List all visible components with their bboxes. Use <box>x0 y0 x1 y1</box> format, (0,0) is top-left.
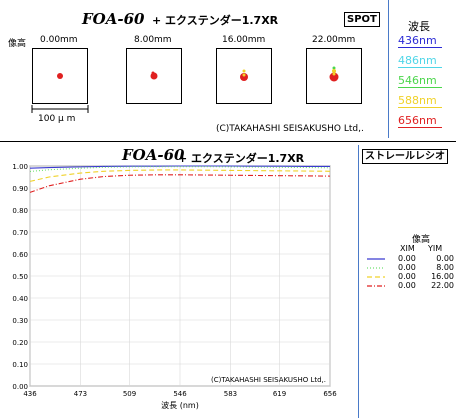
wavelength-swatch <box>398 87 442 88</box>
scale-bar <box>31 105 89 113</box>
wavelength-swatch <box>398 107 442 108</box>
wavelength-swatch <box>398 67 442 68</box>
spot-title-sub: + エクステンダー1.7XR <box>152 14 279 27</box>
strehl-legend-xim: 0.00 <box>398 263 416 272</box>
y-tick-label: 0.10 <box>12 361 28 369</box>
field-label-0: 0.00mm <box>40 35 78 45</box>
spot-copyright: (C)TAKAHASHI SEISAKUSHO Ltd,. <box>216 124 364 134</box>
wavelength-item-588nm: 588nm <box>398 94 442 108</box>
wavelength-swatch <box>398 47 442 48</box>
field-label-2: 16.00mm <box>222 35 266 45</box>
y-tick-label: 0.50 <box>12 273 28 281</box>
wavelength-label: 656nm <box>398 114 437 127</box>
strehl-legend-row: 0.00 0.00 <box>366 254 456 263</box>
spot-pattern-2 <box>240 69 248 81</box>
spot-pattern-3 <box>329 66 339 82</box>
wavelength-label: 546nm <box>398 74 437 87</box>
strehl-title-sub: + エクステンダー1.7XR <box>178 152 305 165</box>
x-tick-label: 546 <box>173 390 187 398</box>
y-tick-label: 0.60 <box>12 251 28 259</box>
strehl-legend-rows: 0.00 0.00 0.00 8.00 0.00 16.00 0.00 22.00 <box>366 254 456 290</box>
strehl-legend-yim: 22.00 <box>431 281 454 290</box>
section-divider <box>0 141 456 142</box>
x-tick-label: 619 <box>273 390 286 398</box>
x-tick-label: 436 <box>23 390 37 398</box>
spot-diagram-1 <box>126 48 182 104</box>
wavelength-item-546nm: 546nm <box>398 74 442 88</box>
series-line-2 <box>29 169 331 182</box>
wavelength-label: 436nm <box>398 34 437 47</box>
field-label-1: 8.00mm <box>134 35 172 45</box>
y-tick-label: 0.80 <box>12 207 28 215</box>
strehl-legend-row: 0.00 22.00 <box>366 281 456 290</box>
strehl-legend-col-y: YIM <box>428 244 443 253</box>
field-label: 像高 <box>8 39 27 49</box>
strehl-right-divider <box>358 145 359 418</box>
strehl-legend-swatch <box>367 258 385 260</box>
wavelength-label: 588nm <box>398 94 437 107</box>
strehl-legend-row: 0.00 8.00 <box>366 263 456 272</box>
wavelength-item-656nm: 656nm <box>398 114 442 128</box>
strehl-copyright: (C)TAKAHASHI SEISAKUSHO Ltd,. <box>211 376 326 384</box>
strehl-chart: 0.00 0.10 0.20 0.30 0.40 0.50 0.60 0.70 0.80 0.90… <box>12 163 337 410</box>
wavelength-item-436nm: 436nm <box>398 34 442 48</box>
y-tick-label: 0.90 <box>12 185 28 193</box>
spot-pattern-0 <box>57 73 63 79</box>
y-tick-label: 0.30 <box>12 317 28 325</box>
wavelength-label: 486nm <box>398 54 437 67</box>
series-line-3 <box>29 174 331 193</box>
y-tick-label: 0.70 <box>12 229 28 237</box>
series-line-1 <box>29 166 331 173</box>
y-tick-label: 0.00 <box>12 383 28 391</box>
strehl-legend-swatch <box>367 276 385 278</box>
strehl-legend-yim: 8.00 <box>436 263 454 272</box>
y-tick-label: 0.20 <box>12 339 28 347</box>
strehl-legend-row: 0.00 16.00 <box>366 272 456 281</box>
field-label-3: 22.00mm <box>312 35 356 45</box>
wavelength-item-486nm: 486nm <box>398 54 442 68</box>
y-tick-label: 0.40 <box>12 295 28 303</box>
wavelength-swatch <box>398 127 442 128</box>
strehl-legend-yim: 16.00 <box>431 272 454 281</box>
x-tick-label: 509 <box>123 390 136 398</box>
spot-diagram-0 <box>32 48 88 104</box>
spot-diagram-3 <box>306 48 362 104</box>
strehl-legend-title: 像高 <box>412 235 431 245</box>
strehl-legend-col-x: XIM <box>400 244 415 253</box>
x-tick-label: 473 <box>74 390 87 398</box>
strehl-legend-xim: 0.00 <box>398 281 416 290</box>
wavelength-legend: 436nm 486nm 546nm 588nm 656nm <box>398 34 442 134</box>
strehl-legend-swatch <box>367 267 385 269</box>
x-tick-label: 656 <box>323 390 337 398</box>
spot-diagram-2 <box>216 48 272 104</box>
strehl-title-main: FOA-60 <box>122 146 185 164</box>
strehl-legend-swatch <box>367 285 385 287</box>
spot-badge: SPOT <box>344 12 380 27</box>
x-axis-label: 波長 (nm) <box>161 400 199 410</box>
strehl-badge: ストレールレシオ <box>362 149 448 164</box>
y-tick-label: 1.00 <box>12 163 28 171</box>
series-line-0 <box>29 165 330 169</box>
spot-right-divider <box>388 0 389 138</box>
spot-pattern-1 <box>150 71 158 80</box>
wavelength-legend-title: 波長 <box>408 20 430 33</box>
strehl-legend-xim: 0.00 <box>398 254 416 263</box>
x-tick-label: 583 <box>224 390 237 398</box>
spot-title-main: FOA-60 <box>82 10 145 28</box>
strehl-legend-xim: 0.00 <box>398 272 416 281</box>
strehl-legend-yim: 0.00 <box>436 254 454 263</box>
scale-label: 100 μ m <box>38 114 76 124</box>
